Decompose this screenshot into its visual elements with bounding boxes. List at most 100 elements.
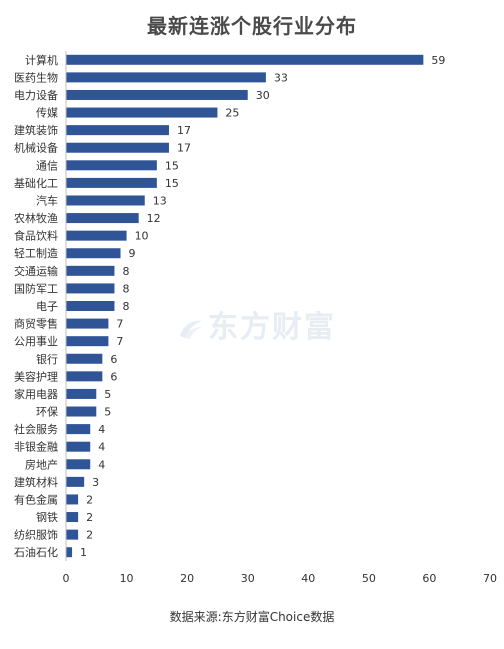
category-label: 农林牧渔 bbox=[14, 211, 58, 225]
category-label: 计算机 bbox=[25, 53, 58, 67]
bar-8 bbox=[66, 195, 145, 206]
category-label: 医药生物 bbox=[14, 70, 58, 84]
value-label: 4 bbox=[98, 458, 105, 471]
bar-21 bbox=[66, 424, 91, 435]
category-label: 电力设备 bbox=[14, 88, 58, 102]
category-label: 通信 bbox=[36, 159, 58, 172]
value-label: 12 bbox=[147, 212, 161, 225]
value-label: 25 bbox=[225, 107, 239, 120]
value-label: 6 bbox=[110, 370, 117, 383]
x-tick-label: 10 bbox=[120, 572, 134, 585]
bar-26 bbox=[66, 512, 79, 523]
category-label: 房地产 bbox=[25, 457, 58, 471]
x-tick-label: 70 bbox=[483, 572, 497, 585]
category-label: 银行 bbox=[36, 352, 58, 366]
source-note: 数据来源:东方财富Choice数据 bbox=[169, 610, 335, 624]
x-tick-labels-group: 0 10 20 30 40 50 60 70 bbox=[63, 572, 498, 585]
value-label: 5 bbox=[104, 388, 111, 401]
watermark-logo-icon bbox=[180, 320, 202, 339]
category-label: 商贸零售 bbox=[14, 317, 58, 331]
bar-9 bbox=[66, 213, 139, 224]
value-label: 13 bbox=[153, 194, 167, 207]
x-tick-label: 40 bbox=[301, 572, 315, 585]
bar-0 bbox=[66, 54, 424, 65]
category-label: 美容护理 bbox=[14, 369, 58, 383]
value-label: 7 bbox=[116, 335, 123, 348]
category-label: 非银金融 bbox=[14, 440, 58, 454]
category-label: 轻工制造 bbox=[14, 246, 58, 260]
category-label: 机械设备 bbox=[14, 141, 58, 155]
value-label: 15 bbox=[165, 177, 179, 190]
category-label: 建筑装饰 bbox=[14, 123, 58, 137]
category-label: 纺织服饰 bbox=[14, 528, 58, 542]
x-tick-label: 0 bbox=[63, 572, 70, 585]
category-label: 有色金属 bbox=[14, 492, 58, 506]
category-label: 国防军工 bbox=[14, 281, 58, 295]
value-label: 15 bbox=[165, 159, 179, 172]
bar-14 bbox=[66, 301, 115, 311]
value-label: 30 bbox=[256, 89, 270, 102]
bar-24 bbox=[66, 476, 85, 487]
bar-1 bbox=[66, 72, 266, 83]
category-label: 建筑材料 bbox=[14, 475, 58, 489]
value-label: 8 bbox=[122, 300, 129, 313]
bar-22 bbox=[66, 441, 91, 452]
value-label: 2 bbox=[86, 493, 93, 506]
category-label: 石油石化 bbox=[14, 545, 58, 559]
value-label: 8 bbox=[122, 265, 129, 278]
x-tick-label: 20 bbox=[180, 572, 194, 585]
bar-10 bbox=[66, 230, 127, 241]
bar-13 bbox=[66, 283, 115, 294]
category-label: 钢铁 bbox=[36, 511, 58, 524]
value-label: 2 bbox=[86, 511, 93, 524]
category-label: 家用电器 bbox=[14, 387, 58, 401]
watermark: 东方财富 bbox=[178, 302, 336, 346]
value-label: 10 bbox=[135, 230, 149, 243]
category-label: 电子 bbox=[36, 300, 58, 313]
value-label: 6 bbox=[110, 353, 117, 366]
value-label: 17 bbox=[177, 142, 191, 155]
value-label: 3 bbox=[92, 476, 99, 489]
bar-3 bbox=[66, 107, 218, 118]
value-label: 7 bbox=[116, 318, 123, 331]
bar-11 bbox=[66, 248, 121, 259]
category-label: 基础化工 bbox=[14, 176, 58, 190]
bar-12 bbox=[66, 265, 115, 276]
value-label: 33 bbox=[274, 71, 288, 84]
bar-15 bbox=[66, 318, 109, 329]
bar-23 bbox=[66, 459, 91, 470]
value-label: 2 bbox=[86, 529, 93, 542]
bar-27 bbox=[66, 529, 79, 540]
category-labels-group: 计算机医药生物电力设备传媒建筑装饰机械设备通信基础化工汽车农林牧渔食品饮料轻工制… bbox=[14, 53, 58, 559]
chart-title: 最新连涨个股行业分布 bbox=[147, 14, 357, 38]
value-label: 9 bbox=[129, 247, 136, 260]
value-label: 17 bbox=[177, 124, 191, 137]
bar-6 bbox=[66, 160, 157, 171]
category-label: 交通运输 bbox=[14, 264, 58, 278]
bar-18 bbox=[66, 371, 103, 382]
bar-20 bbox=[66, 406, 97, 417]
bar-28 bbox=[66, 547, 73, 558]
category-label: 传媒 bbox=[36, 107, 58, 120]
bar-4 bbox=[66, 125, 169, 136]
value-label: 4 bbox=[98, 423, 105, 436]
value-label: 5 bbox=[104, 406, 111, 419]
bar-7 bbox=[66, 177, 157, 188]
value-label: 1 bbox=[80, 546, 87, 559]
value-label: 8 bbox=[122, 282, 129, 295]
value-label: 59 bbox=[431, 54, 445, 67]
category-label: 环保 bbox=[36, 405, 58, 419]
category-label: 食品饮料 bbox=[14, 229, 58, 243]
x-tick-label: 30 bbox=[241, 572, 255, 585]
watermark-text: 东方财富 bbox=[208, 310, 336, 345]
bar-2 bbox=[66, 89, 248, 100]
bar-25 bbox=[66, 494, 79, 505]
category-label: 汽车 bbox=[36, 193, 58, 207]
x-tick-label: 60 bbox=[422, 572, 436, 585]
bars-group bbox=[66, 54, 424, 558]
x-tick-label: 50 bbox=[362, 572, 376, 585]
bar-5 bbox=[66, 142, 169, 153]
bar-16 bbox=[66, 336, 109, 347]
bar-19 bbox=[66, 388, 97, 399]
